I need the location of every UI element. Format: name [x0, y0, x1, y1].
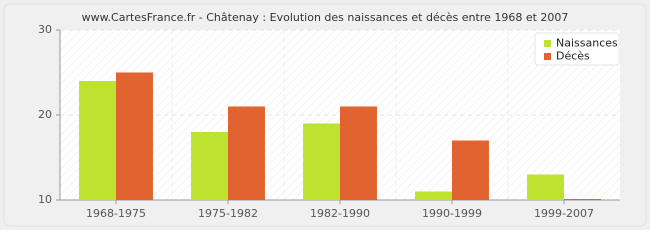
x-tick-label: 1968-1975	[86, 207, 146, 220]
y-tick-label: 20	[38, 108, 52, 121]
legend-box	[534, 32, 620, 66]
page: {"chart_data": {"type": "bar", "title": …	[0, 0, 650, 230]
legend-label: Naissances	[556, 37, 618, 50]
y-tick-label: 10	[38, 193, 52, 206]
chart: www.CartesFrance.fr - Châtenay : Evoluti…	[0, 0, 650, 230]
legend-swatch	[544, 40, 551, 47]
legend-label: Décès	[556, 50, 590, 63]
chart-title: www.CartesFrance.fr - Châtenay : Evoluti…	[82, 11, 569, 24]
bar	[79, 81, 116, 200]
bar	[228, 106, 265, 200]
bar	[527, 174, 564, 200]
bar	[452, 140, 489, 200]
bar	[191, 132, 228, 200]
bar	[564, 199, 601, 200]
y-tick-label: 30	[38, 23, 52, 36]
x-tick-label: 1982-1990	[310, 207, 370, 220]
legend-swatch	[544, 53, 551, 60]
x-tick-label: 1999-2007	[534, 207, 594, 220]
bar	[303, 123, 340, 200]
x-tick-label: 1975-1982	[198, 207, 258, 220]
bar	[340, 106, 377, 200]
bar	[415, 191, 452, 200]
x-tick-label: 1990-1999	[422, 207, 482, 220]
bar	[116, 72, 153, 200]
